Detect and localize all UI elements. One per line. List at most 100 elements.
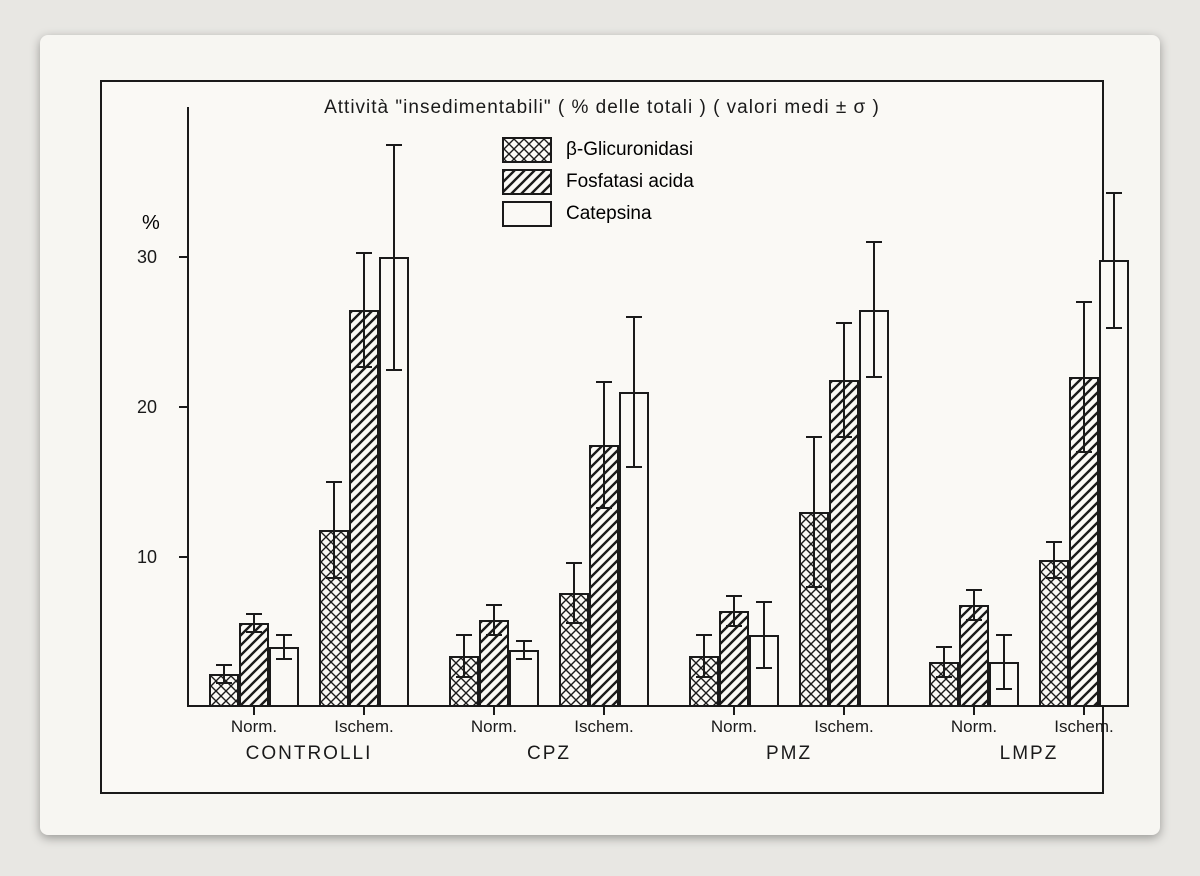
error-bar — [463, 635, 465, 677]
error-cap — [386, 144, 402, 146]
error-bar — [253, 614, 255, 632]
bar — [349, 310, 379, 708]
error-bar — [1003, 635, 1005, 689]
error-cap — [866, 376, 882, 378]
subgroup-label: Norm. — [443, 717, 545, 737]
error-cap — [1046, 541, 1062, 543]
error-cap — [566, 622, 582, 624]
x-tick — [973, 707, 975, 715]
error-bar — [603, 382, 605, 508]
error-cap — [626, 316, 642, 318]
error-cap — [696, 676, 712, 678]
error-cap — [756, 667, 772, 669]
error-cap — [276, 634, 292, 636]
error-cap — [996, 688, 1012, 690]
error-bar — [573, 563, 575, 623]
error-cap — [1076, 451, 1092, 453]
x-tick — [493, 707, 495, 715]
error-cap — [566, 562, 582, 564]
error-cap — [246, 613, 262, 615]
error-cap — [596, 381, 612, 383]
error-cap — [596, 507, 612, 509]
error-cap — [276, 658, 292, 660]
error-bar — [523, 641, 525, 659]
error-cap — [1046, 577, 1062, 579]
error-cap — [836, 436, 852, 438]
error-bar — [843, 323, 845, 437]
error-bar — [333, 482, 335, 578]
error-cap — [326, 481, 342, 483]
error-cap — [756, 601, 772, 603]
error-cap — [626, 466, 642, 468]
error-bar — [363, 253, 365, 367]
error-bar — [493, 605, 495, 635]
error-cap — [996, 634, 1012, 636]
y-axis — [187, 107, 189, 707]
y-axis-label: % — [142, 212, 160, 235]
error-bar — [703, 635, 705, 677]
error-cap — [216, 682, 232, 684]
group-label: LMPZ — [929, 743, 1129, 765]
y-tick — [179, 256, 187, 258]
error-cap — [866, 241, 882, 243]
x-tick — [253, 707, 255, 715]
y-tick-label: 30 — [137, 247, 173, 268]
error-bar — [763, 602, 765, 668]
photo-frame: Attività "insedimentabili" ( % delle tot… — [40, 35, 1160, 835]
x-tick — [1083, 707, 1085, 715]
error-cap — [836, 322, 852, 324]
error-bar — [813, 437, 815, 587]
group-label: CPZ — [449, 743, 649, 765]
error-cap — [216, 664, 232, 666]
error-cap — [356, 252, 372, 254]
error-cap — [1106, 327, 1122, 329]
x-tick — [733, 707, 735, 715]
error-cap — [1076, 301, 1092, 303]
y-tick-label: 20 — [137, 397, 173, 418]
y-tick-label: 10 — [137, 547, 173, 568]
error-bar — [1053, 542, 1055, 578]
error-cap — [456, 634, 472, 636]
error-bar — [943, 647, 945, 677]
error-bar — [973, 590, 975, 620]
error-bar — [633, 317, 635, 467]
error-cap — [966, 619, 982, 621]
error-cap — [326, 577, 342, 579]
error-cap — [1106, 192, 1122, 194]
bar — [1039, 560, 1069, 707]
error-cap — [456, 676, 472, 678]
error-cap — [936, 676, 952, 678]
error-cap — [486, 634, 502, 636]
x-tick — [363, 707, 365, 715]
x-tick — [843, 707, 845, 715]
error-cap — [246, 631, 262, 633]
subgroup-label: Ischem. — [313, 717, 415, 737]
plot-area: 102030Norm.Ischem.CONTROLLINorm.Ischem.C… — [187, 107, 1067, 707]
error-cap — [516, 658, 532, 660]
subgroup-label: Ischem. — [793, 717, 895, 737]
group-label: CONTROLLI — [209, 743, 409, 765]
error-bar — [223, 665, 225, 683]
error-cap — [806, 586, 822, 588]
y-tick — [179, 556, 187, 558]
y-tick — [179, 406, 187, 408]
error-cap — [726, 595, 742, 597]
error-cap — [966, 589, 982, 591]
error-cap — [806, 436, 822, 438]
error-cap — [726, 625, 742, 627]
error-bar — [1083, 302, 1085, 452]
group-label: PMZ — [689, 743, 889, 765]
error-bar — [1113, 193, 1115, 328]
error-cap — [386, 369, 402, 371]
error-bar — [283, 635, 285, 659]
subgroup-label: Norm. — [683, 717, 785, 737]
error-bar — [393, 145, 395, 370]
error-cap — [356, 366, 372, 368]
error-cap — [516, 640, 532, 642]
error-bar — [873, 242, 875, 377]
bar — [239, 623, 269, 707]
error-cap — [696, 634, 712, 636]
subgroup-label: Ischem. — [553, 717, 655, 737]
error-bar — [733, 596, 735, 626]
error-cap — [486, 604, 502, 606]
